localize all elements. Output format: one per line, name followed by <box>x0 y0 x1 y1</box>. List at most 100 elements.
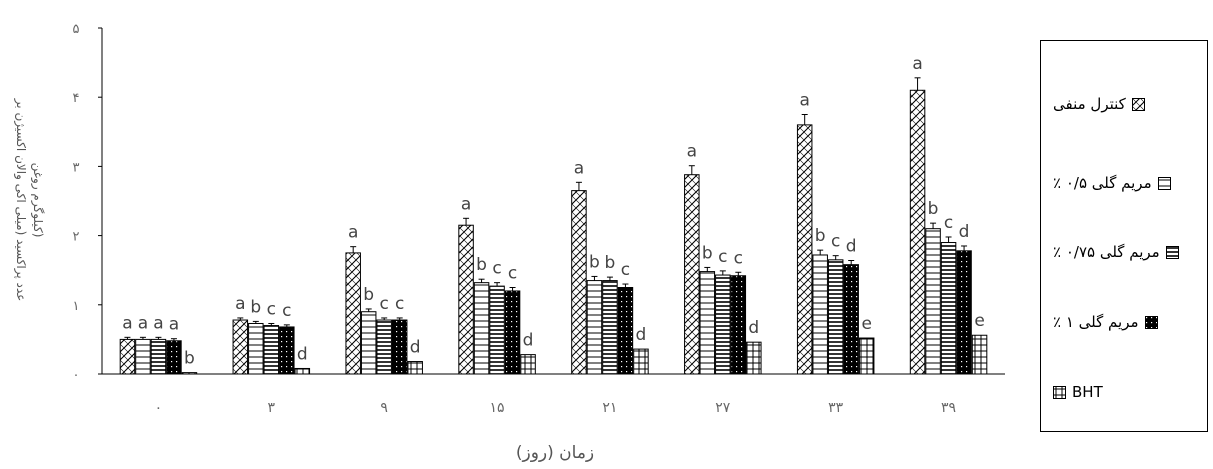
significance-letter: a <box>122 313 132 333</box>
significance-letter: a <box>912 54 922 74</box>
y-axis-label-line1: عدد پراکسید (میلی اکی والان اکسیژن بر <box>13 98 28 302</box>
bar <box>827 259 844 375</box>
bar <box>150 338 167 375</box>
bar <box>119 338 136 375</box>
bar <box>391 319 408 375</box>
bar <box>571 190 587 375</box>
y-tick-label: ۲ <box>73 230 80 245</box>
chart-legend: کنترل منفی مریم گلی ۰/۵ ٪ مریم گلی ۰/۷۵ … <box>1040 40 1208 432</box>
bar <box>135 338 151 375</box>
bar <box>730 275 747 375</box>
significance-letter: c <box>508 264 517 284</box>
significance-letter: a <box>153 313 163 333</box>
significance-letter: b <box>605 253 616 273</box>
bar <box>181 372 198 375</box>
legend-swatch-grid <box>1053 385 1066 399</box>
bar <box>796 124 813 375</box>
bar <box>858 337 875 375</box>
bar <box>294 367 311 375</box>
significance-letter: b <box>815 226 826 246</box>
significance-letter: c <box>267 299 276 319</box>
significance-letter: e <box>974 311 984 331</box>
bar <box>617 287 634 375</box>
x-tick-label: ۲۱ <box>602 400 617 416</box>
significance-letter: b <box>589 252 600 272</box>
x-tick-label: ۳ <box>268 400 276 416</box>
significance-letter: c <box>944 213 953 233</box>
significance-letter: b <box>702 243 713 263</box>
significance-letter: c <box>282 301 291 321</box>
legend-swatch-dense <box>1165 245 1179 259</box>
x-tick-label: ۱۵ <box>490 400 505 416</box>
bar <box>279 326 295 375</box>
bar <box>971 334 988 375</box>
significance-letter: c <box>380 294 389 314</box>
bar <box>520 354 536 375</box>
significance-letter: c <box>621 260 630 280</box>
legend-item-bht: BHT <box>1053 377 1199 407</box>
bar <box>248 322 264 375</box>
legend-swatch-hlines <box>1157 176 1171 190</box>
legend-swatch-diag <box>1131 97 1145 111</box>
significance-letter: a <box>348 223 358 243</box>
significance-letter: d <box>410 338 421 358</box>
significance-letter: c <box>492 259 501 279</box>
legend-label: مریم گلی ۰/۷۵ ٪ <box>1053 243 1160 261</box>
bar <box>940 242 957 375</box>
bar <box>925 228 941 375</box>
significance-letter: a <box>461 194 471 214</box>
bar <box>345 252 361 375</box>
significance-letter: b <box>250 297 261 317</box>
bar <box>263 325 280 375</box>
x-axis-label: زمان (روز) <box>516 443 594 463</box>
y-tick-label: ۳ <box>73 160 80 175</box>
significance-letter: d <box>846 237 857 257</box>
significance-letter: b <box>184 349 195 369</box>
legend-item-control: کنترل منفی <box>1053 89 1199 119</box>
significance-letter: a <box>235 294 245 314</box>
significance-letter: b <box>476 255 487 275</box>
significance-letter: c <box>718 247 727 267</box>
x-tick-label: ۲۷ <box>715 400 731 416</box>
legend-label: مریم گلی ۰/۵ ٪ <box>1053 174 1152 192</box>
significance-letter: a <box>169 315 179 335</box>
bar <box>715 274 731 375</box>
significance-letter: a <box>138 313 148 333</box>
legend-item-sage-05: مریم گلی ۰/۵ ٪ <box>1053 168 1199 198</box>
bar <box>909 89 926 375</box>
y-axis-label-line2: کیلوگرم روغن) <box>30 163 45 238</box>
significance-letter: d <box>748 318 759 338</box>
bar <box>699 271 716 375</box>
bar <box>166 340 182 375</box>
bar <box>746 341 762 375</box>
legend-label: کنترل منفی <box>1053 95 1126 113</box>
bar <box>407 361 423 375</box>
bar <box>602 280 618 375</box>
x-tick-label: ۹ <box>380 400 388 416</box>
bar <box>812 254 828 375</box>
bar <box>360 311 377 375</box>
bar <box>376 319 392 375</box>
bar <box>684 174 700 375</box>
significance-letter: c <box>831 232 840 252</box>
bar <box>504 290 521 375</box>
significance-letter: e <box>861 314 871 334</box>
y-tick-label: ۱ <box>73 299 80 314</box>
legend-item-sage-075: مریم گلی ۰/۷۵ ٪ <box>1053 237 1199 267</box>
significance-letter: b <box>928 199 939 219</box>
significance-letter: c <box>395 294 404 314</box>
legend-label: BHT <box>1072 383 1103 401</box>
significance-letter: d <box>636 325 647 345</box>
significance-letter: b <box>363 285 374 305</box>
significance-letter: a <box>687 142 697 162</box>
significance-letter: a <box>799 91 809 111</box>
significance-letter: d <box>523 331 534 351</box>
y-tick-label: ۴ <box>73 91 80 106</box>
bar <box>633 348 649 375</box>
bar <box>586 280 603 375</box>
significance-letter: d <box>297 344 308 364</box>
bar <box>458 224 474 375</box>
x-tick-label: ۰ <box>155 400 163 416</box>
bar <box>843 264 859 375</box>
significance-letter: c <box>734 248 743 268</box>
